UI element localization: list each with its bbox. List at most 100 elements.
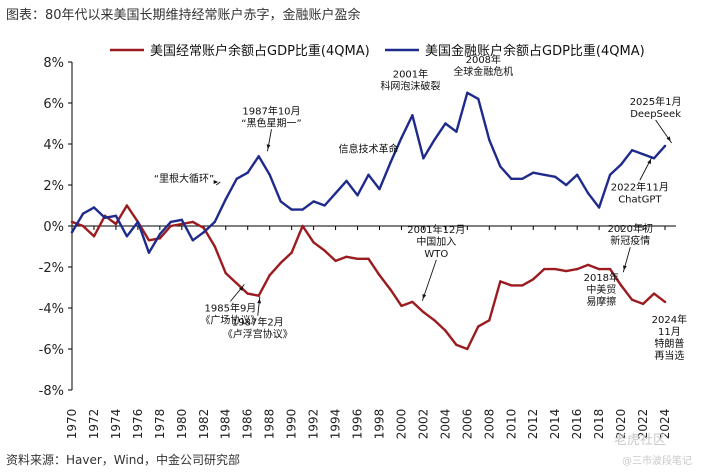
annotation-label: 《卢浮宫协议》: [223, 328, 293, 341]
current-account-point: [576, 267, 579, 271]
current-account-point: [356, 257, 359, 260]
x-tick-label: 1980: [175, 409, 189, 440]
chart-annotations: “里根大循环”1987年10月“黑色星期一”信息技术革命2001年科网泡沫破裂2…: [154, 53, 687, 362]
x-tick-label: 2000: [394, 409, 408, 440]
current-account-point: [466, 347, 469, 351]
financial-account-point: [554, 175, 557, 178]
y-tick-label: -2%: [39, 261, 64, 276]
current-account-point: [554, 267, 557, 271]
financial-account-point: [213, 220, 216, 224]
current-account-point: [597, 267, 601, 271]
financial-account-point: [81, 212, 85, 215]
current-account-point: [92, 235, 96, 238]
y-tick-label: 6%: [43, 97, 64, 112]
current-account-point: [400, 304, 403, 308]
financial-account-point: [334, 192, 337, 195]
current-account-point: [422, 310, 425, 314]
annotation-label: 2020年初: [608, 222, 653, 235]
y-tick-label: -8%: [39, 384, 64, 399]
financial-account-point: [378, 187, 381, 191]
financial-account-point: [257, 155, 260, 158]
financial-account-point: [608, 173, 612, 176]
annotation-arrowhead: [213, 180, 219, 184]
financial-account-point: [246, 171, 249, 174]
current-account-point: [257, 294, 260, 297]
x-tick-label: 2008: [482, 409, 496, 440]
financial-account-point: [158, 233, 162, 236]
current-account-point: [169, 224, 172, 228]
chart-legend: 美国经常账户余额占GDP比重(4QMA) 美国金融账户余额占GDP比重(4QMA): [110, 43, 645, 59]
annotation-arrowhead: [239, 285, 244, 291]
current-account-point: [477, 325, 480, 328]
current-account-point: [641, 302, 645, 306]
annotation-label: 新冠疫情: [610, 234, 650, 247]
current-account-point: [663, 300, 667, 304]
current-account-point: [114, 222, 118, 226]
annotation-arrowhead: [422, 294, 427, 299]
current-account-point: [213, 245, 216, 248]
x-tick-label: 2018: [592, 409, 606, 440]
x-tick-label: 1984: [219, 409, 233, 440]
annotation-label: 信息技术革命: [339, 142, 399, 155]
annotation-arrowhead: [647, 159, 652, 165]
annotation-label: 2001年: [393, 67, 428, 80]
current-account-point: [652, 292, 656, 295]
annotation-label: 2018年: [584, 271, 619, 284]
financial-account-line: [70, 91, 667, 254]
figure-source: 资料来源：Haver，Wind，中金公司研究部: [6, 453, 240, 467]
financial-account-point: [147, 251, 151, 254]
annotation-label: 1985年9月: [205, 301, 257, 314]
x-tick-label: 1976: [131, 409, 145, 440]
annotation-label: DeepSeek: [630, 109, 681, 120]
annotation-label: 再当选: [654, 349, 684, 362]
annotation-label: WTO: [424, 249, 448, 260]
financial-account-point: [499, 165, 502, 168]
annotation-label: 2025年1月: [630, 95, 682, 108]
current-account-point: [586, 263, 590, 267]
current-account-point: [619, 284, 623, 287]
financial-account-point: [663, 144, 667, 148]
financial-account-point: [92, 206, 96, 209]
y-tick-label: 4%: [43, 138, 64, 153]
x-tick-label: 2006: [460, 409, 474, 440]
current-account-point: [455, 343, 458, 347]
x-tick-label: 1978: [153, 409, 167, 440]
financial-account-point: [400, 136, 403, 139]
annotation-label: 1987年10月: [242, 104, 300, 117]
current-account-point: [290, 251, 293, 254]
annotation-label: 《广场协议》: [200, 313, 260, 326]
financial-account-point: [422, 157, 425, 160]
financial-account-point: [301, 208, 304, 211]
current-account-point: [301, 224, 304, 228]
annotation-arrowhead: [266, 144, 271, 150]
y-tick-label: -6%: [39, 343, 64, 358]
current-account-point: [543, 267, 546, 271]
chart-annotation: “里根大循环”: [154, 172, 221, 186]
current-account-point: [532, 278, 535, 281]
current-account-point: [334, 259, 337, 263]
annotation-label: “黑色星期一”: [241, 116, 301, 129]
watermark-text: 老虎社区: [614, 433, 667, 448]
x-tick-label: 2024: [658, 409, 672, 440]
current-account-point: [345, 255, 348, 258]
financial-account-point: [641, 153, 645, 156]
current-account-point: [268, 274, 271, 277]
current-account-line: [70, 204, 667, 351]
current-account-point: [312, 241, 315, 244]
financial-account-point: [488, 138, 491, 142]
x-tick-label: 1974: [109, 409, 123, 440]
financial-account-point: [630, 149, 634, 152]
financial-account-point: [652, 157, 656, 160]
financial-account-point: [521, 177, 524, 180]
chart-axes: 8% 6% 4% 2% 0% -2% -4% -6% -8%1970 1972 1974 1976 19…: [39, 56, 676, 439]
annotation-label: 11月: [658, 326, 681, 338]
current-account-point: [367, 257, 370, 260]
chart-annotation: 1987年10月“黑色星期一”: [241, 104, 302, 152]
financial-account-point: [224, 198, 227, 201]
financial-account-point: [202, 231, 205, 234]
